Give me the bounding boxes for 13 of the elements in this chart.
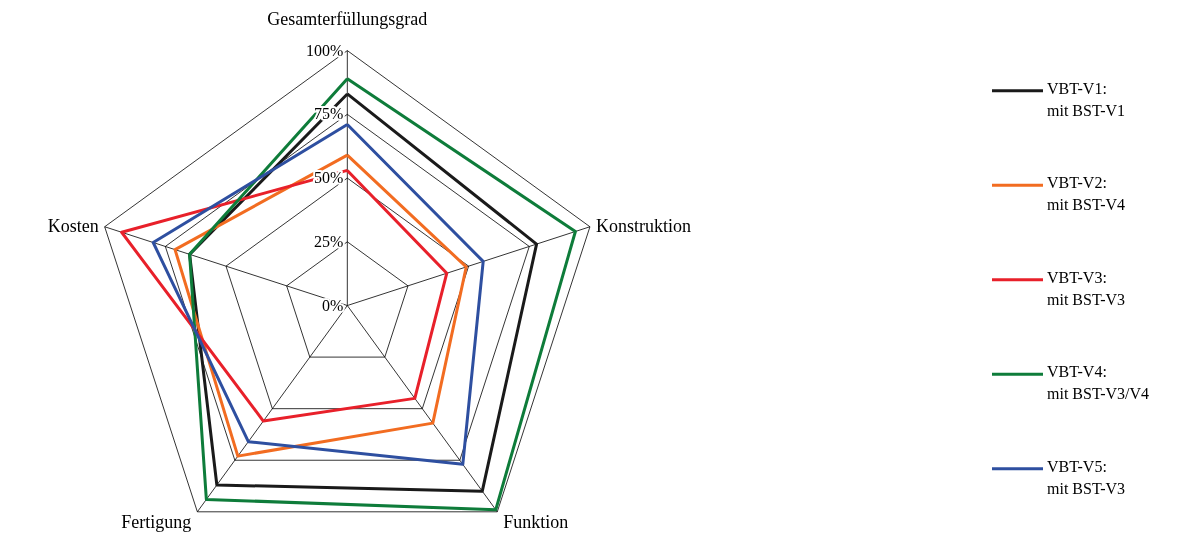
legend-label: VBT-V5: mit BST-V3	[1047, 457, 1126, 497]
spoke-label: Funktion	[503, 511, 569, 532]
spoke-label: Konstruktion	[595, 215, 691, 236]
y-tick-label: 100%	[305, 41, 344, 59]
legend-label: VBT-V4: mit BST-V3/V4	[1047, 363, 1150, 403]
spoke-label: Fertigung	[121, 511, 192, 532]
y-tick-label: 0%	[321, 296, 344, 314]
legend-label: VBT-V3: mit BST-V3	[1047, 268, 1126, 308]
spoke-label: Kosten	[47, 215, 99, 236]
spoke-label: Gesamterfüllungsgrad	[267, 8, 428, 29]
legend-label: VBT-V2: mit BST-V4	[1047, 174, 1126, 214]
legend-label: VBT-V1: mit BST-V1	[1047, 79, 1126, 119]
y-tick-label: 25%	[313, 232, 344, 250]
